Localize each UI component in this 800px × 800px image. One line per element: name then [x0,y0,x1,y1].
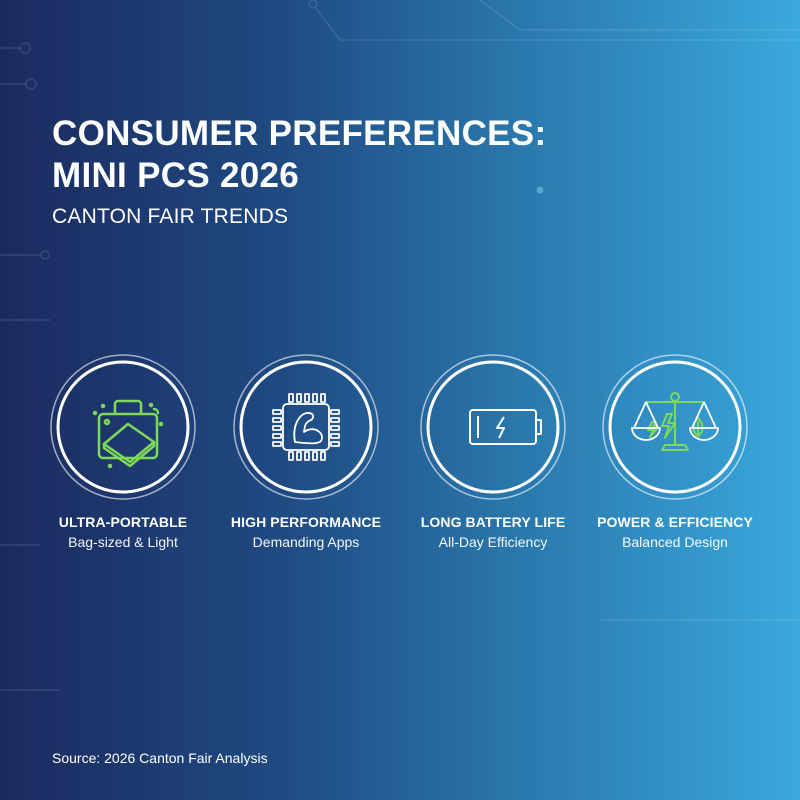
feature-icon-ring [600,352,750,502]
feature-long-battery-life: LONG BATTERY LIFE All-Day Efficiency [403,352,583,550]
feature-high-performance: HIGH PERFORMANCE Demanding Apps [216,352,396,550]
feature-title: HIGH PERFORMANCE [230,514,382,530]
source-citation: Source: 2026 Canton Fair Analysis [52,750,268,766]
title-line-2: MINI PCS 2026 [52,156,300,195]
feature-icon-ring [418,352,568,502]
feature-subtitle: Bag-sized & Light [68,534,178,550]
feature-title: POWER & EFFICIENCY [597,514,753,530]
chip-muscle-icon [233,354,379,500]
feature-subtitle: All-Day Efficiency [438,534,548,550]
feature-power-efficiency: POWER & EFFICIENCY Balanced Design [585,352,765,550]
page-subtitle: CANTON FAIR TRENDS [52,205,289,228]
page-title: CONSUMER PREFERENCES: MINI PCS 2026 [52,113,546,197]
feature-subtitle: Balanced Design [622,534,728,550]
battery-bolt-icon [420,354,566,500]
feature-icon-ring [48,352,198,502]
balance-scale-icon [602,354,748,500]
feature-ultra-portable: ULTRA-PORTABLE Bag-sized & Light [33,352,213,550]
title-line-1: CONSUMER PREFERENCES: [52,114,547,153]
feature-title: ULTRA-PORTABLE [58,514,188,530]
briefcase-mini-pc-icon [50,354,196,500]
feature-title: LONG BATTERY LIFE [420,514,566,530]
feature-icon-ring [231,352,381,502]
feature-subtitle: Demanding Apps [252,534,360,550]
